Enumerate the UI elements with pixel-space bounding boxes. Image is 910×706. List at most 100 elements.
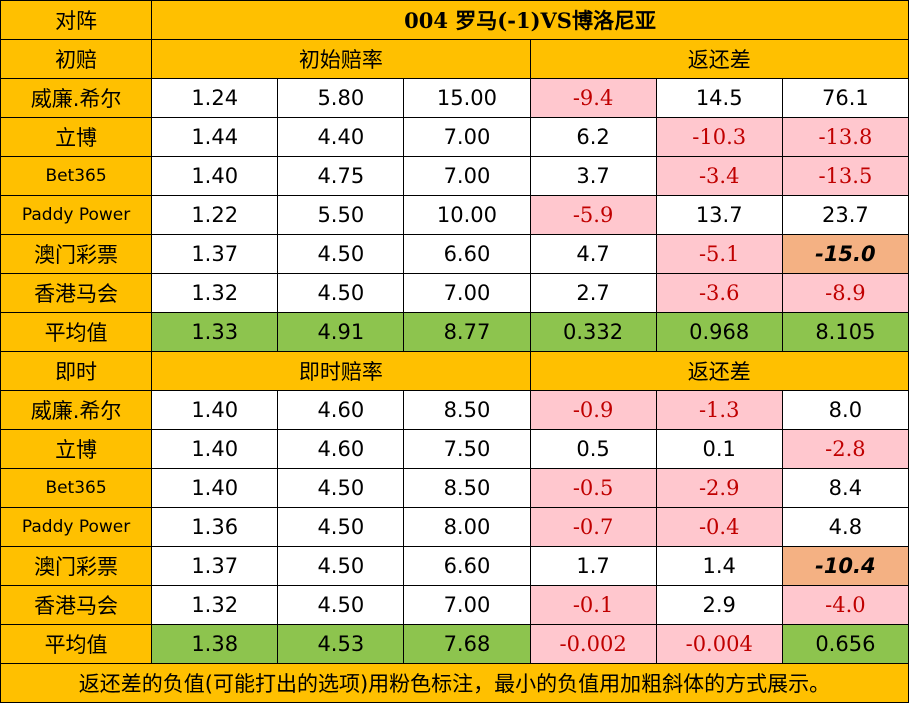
bookmaker-name: 威廉.希尔 <box>0 390 153 430</box>
odds-draw: 4.50 <box>277 468 405 508</box>
diff-draw: -10.3 <box>655 117 783 157</box>
avg-diff-away: 0.656 <box>781 624 910 664</box>
diff-away: 4.8 <box>781 507 910 547</box>
average-label: 平均值 <box>0 312 153 352</box>
diff-home: 0.5 <box>529 429 657 469</box>
table-row: Bet365 1.40 4.75 7.00 3.7 -3.4 -13.5 <box>0 156 910 196</box>
avg-odds-draw: 4.53 <box>277 624 405 664</box>
diff-home: -0.1 <box>529 585 657 625</box>
diff-away: 76.1 <box>781 78 910 118</box>
odds-away: 7.00 <box>403 585 531 625</box>
odds-draw: 4.60 <box>277 390 405 430</box>
avg-diff-draw: 0.968 <box>655 312 783 352</box>
table-row: 立博 1.40 4.60 7.50 0.5 0.1 -2.8 <box>0 429 910 469</box>
diff-draw: 0.1 <box>655 429 783 469</box>
live-header-row: 即时 即时赔率 返还差 <box>0 351 910 391</box>
diff-away: -13.8 <box>781 117 910 157</box>
match-header-row: 对阵 004 罗马(-1)VS博洛尼亚 <box>0 0 909 40</box>
odds-home: 1.22 <box>151 195 279 235</box>
odds-draw: 4.50 <box>277 234 405 274</box>
table-row: Paddy Power 1.36 4.50 8.00 -0.7 -0.4 4.8 <box>0 507 910 547</box>
odds-home: 1.40 <box>151 429 279 469</box>
odds-away: 8.50 <box>403 390 531 430</box>
diff-home: -0.5 <box>529 468 657 508</box>
match-label: 对阵 <box>0 0 153 40</box>
diff-draw: 1.4 <box>655 546 783 586</box>
bookmaker-name: Paddy Power <box>0 195 153 235</box>
diff-away: -4.0 <box>781 585 910 625</box>
bookmaker-name: 澳门彩票 <box>0 234 153 274</box>
live-average-row: 平均值 1.38 4.53 7.68 -0.002 -0.004 0.656 <box>0 624 910 664</box>
avg-diff-home: -0.002 <box>529 624 657 664</box>
odds-away: 7.00 <box>403 117 531 157</box>
odds-draw: 5.80 <box>277 78 405 118</box>
table-row: 立博 1.44 4.40 7.00 6.2 -10.3 -13.8 <box>0 117 910 157</box>
initial-odds-header: 初始赔率 <box>151 39 531 79</box>
live-diff-header: 返还差 <box>529 351 910 391</box>
odds-home: 1.37 <box>151 234 279 274</box>
diff-home: -0.7 <box>529 507 657 547</box>
odds-draw: 4.50 <box>277 546 405 586</box>
diff-draw: -3.4 <box>655 156 783 196</box>
odds-home: 1.40 <box>151 468 279 508</box>
diff-home: -5.9 <box>529 195 657 235</box>
diff-draw: 2.9 <box>655 585 783 625</box>
live-odds-header: 即时赔率 <box>151 351 531 391</box>
odds-draw: 5.50 <box>277 195 405 235</box>
bookmaker-name: 澳门彩票 <box>0 546 153 586</box>
initial-diff-header: 返还差 <box>529 39 910 79</box>
odds-home: 1.37 <box>151 546 279 586</box>
odds-away: 7.00 <box>403 273 531 313</box>
avg-odds-draw: 4.91 <box>277 312 405 352</box>
diff-draw: -1.3 <box>655 390 783 430</box>
odds-draw: 4.40 <box>277 117 405 157</box>
diff-draw: 13.7 <box>655 195 783 235</box>
bookmaker-name: 威廉.希尔 <box>0 78 153 118</box>
odds-away: 8.00 <box>403 507 531 547</box>
odds-away: 15.00 <box>403 78 531 118</box>
odds-home: 1.32 <box>151 585 279 625</box>
bookmaker-name: 香港马会 <box>0 273 153 313</box>
diff-away-min-negative: -15.0 <box>781 234 910 274</box>
odds-draw: 4.50 <box>277 273 405 313</box>
bookmaker-name: 立博 <box>0 117 153 157</box>
bookmaker-name: 香港马会 <box>0 585 153 625</box>
diff-home: 2.7 <box>529 273 657 313</box>
initial-average-row: 平均值 1.33 4.91 8.77 0.332 0.968 8.105 <box>0 312 910 352</box>
odds-away: 7.50 <box>403 429 531 469</box>
odds-away: 8.50 <box>403 468 531 508</box>
odds-away: 6.60 <box>403 234 531 274</box>
diff-draw: -3.6 <box>655 273 783 313</box>
diff-away: -8.9 <box>781 273 910 313</box>
odds-draw: 4.75 <box>277 156 405 196</box>
odds-home: 1.24 <box>151 78 279 118</box>
diff-draw: -2.9 <box>655 468 783 508</box>
avg-odds-away: 7.68 <box>403 624 531 664</box>
average-label: 平均值 <box>0 624 153 664</box>
table-row: 澳门彩票 1.37 4.50 6.60 4.7 -5.1 -15.0 <box>0 234 910 274</box>
diff-away: 8.4 <box>781 468 910 508</box>
avg-odds-away: 8.77 <box>403 312 531 352</box>
diff-away: 23.7 <box>781 195 910 235</box>
footnote: 返还差的负值(可能打出的选项)用粉色标注，最小的负值用加粗斜体的方式展示。 <box>0 663 909 703</box>
diff-draw: 14.5 <box>655 78 783 118</box>
diff-home: 6.2 <box>529 117 657 157</box>
diff-draw: -5.1 <box>655 234 783 274</box>
table-row: Bet365 1.40 4.50 8.50 -0.5 -2.9 8.4 <box>0 468 910 508</box>
table-row: Paddy Power 1.22 5.50 10.00 -5.9 13.7 23… <box>0 195 910 235</box>
diff-away: -2.8 <box>781 429 910 469</box>
odds-draw: 4.50 <box>277 507 405 547</box>
diff-home: -9.4 <box>529 78 657 118</box>
match-title: 004 罗马(-1)VS博洛尼亚 <box>151 0 909 40</box>
table-row: 澳门彩票 1.37 4.50 6.60 1.7 1.4 -10.4 <box>0 546 910 586</box>
diff-home: 4.7 <box>529 234 657 274</box>
diff-draw: -0.4 <box>655 507 783 547</box>
live-section-label: 即时 <box>0 351 153 391</box>
odds-home: 1.44 <box>151 117 279 157</box>
diff-away-min-negative: -10.4 <box>781 546 910 586</box>
odds-home: 1.40 <box>151 156 279 196</box>
bookmaker-name: Bet365 <box>0 156 153 196</box>
bookmaker-name: Paddy Power <box>0 507 153 547</box>
avg-diff-home: 0.332 <box>529 312 657 352</box>
bookmaker-name: Bet365 <box>0 468 153 508</box>
